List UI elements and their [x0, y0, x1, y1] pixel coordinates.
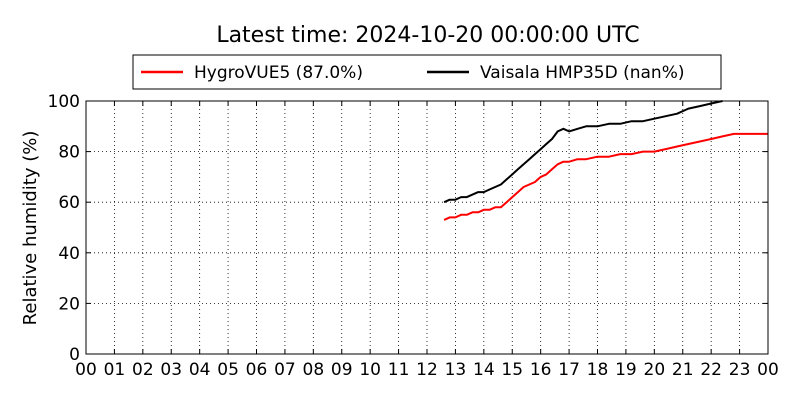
- x-tick-label: 06: [246, 360, 268, 380]
- x-tick-label: 12: [416, 360, 438, 380]
- y-axis-label: Relative humidity (%): [20, 131, 41, 326]
- series-line-0: [443, 132, 768, 221]
- chart-title: Latest time: 2024-10-20 00:00:00 UTC: [216, 23, 639, 48]
- legend-label-hmp35d: Vaisala HMP35D (nan%): [480, 63, 684, 83]
- x-tick-label: 03: [160, 360, 182, 380]
- ticks: 00 01 02 03 04 05 06 07 08 09 10 11 12 13 14 15 16 17 18 19…: [48, 92, 779, 380]
- x-tick-label: 17: [558, 360, 580, 380]
- x-tick-label: 10: [359, 360, 381, 380]
- y-tick-label: 0: [69, 345, 80, 365]
- x-tick-label: 08: [303, 360, 325, 380]
- y-tick-label: 20: [58, 294, 80, 314]
- series-line-1: [443, 100, 723, 204]
- x-tick-label: 18: [587, 360, 609, 380]
- y-tick-label: 80: [58, 143, 80, 163]
- x-tick-label: 09: [331, 360, 353, 380]
- x-tick-label: 19: [615, 360, 637, 380]
- x-tick-label: 22: [700, 360, 722, 380]
- x-tick-label: 15: [501, 360, 523, 380]
- x-tick-label: 13: [445, 360, 467, 380]
- legend: HygroVUE5 (87.0%) Vaisala HMP35D (nan%): [132, 54, 722, 90]
- x-tick-label: 01: [104, 360, 126, 380]
- x-tick-label: 04: [189, 360, 211, 380]
- x-tick-label: 07: [274, 360, 296, 380]
- y-tick-label: 100: [48, 92, 80, 112]
- plot-frame: [85, 100, 769, 355]
- x-tick-label: 16: [530, 360, 552, 380]
- x-tick-label: 05: [217, 360, 239, 380]
- x-tick-label: 00: [75, 360, 97, 380]
- x-tick-label: 23: [729, 360, 751, 380]
- y-tick-label: 40: [58, 244, 80, 264]
- x-tick-label: 00: [757, 360, 779, 380]
- x-tick-label: 14: [473, 360, 495, 380]
- y-tick-label: 60: [58, 193, 80, 213]
- legend-label-hygrovue5: HygroVUE5 (87.0%): [194, 63, 363, 83]
- grid: [86, 101, 768, 354]
- x-tick-label: 11: [388, 360, 410, 380]
- series-group: [443, 100, 768, 221]
- x-tick-label: 20: [644, 360, 666, 380]
- x-tick-label: 21: [672, 360, 694, 380]
- x-tick-label: 02: [132, 360, 154, 380]
